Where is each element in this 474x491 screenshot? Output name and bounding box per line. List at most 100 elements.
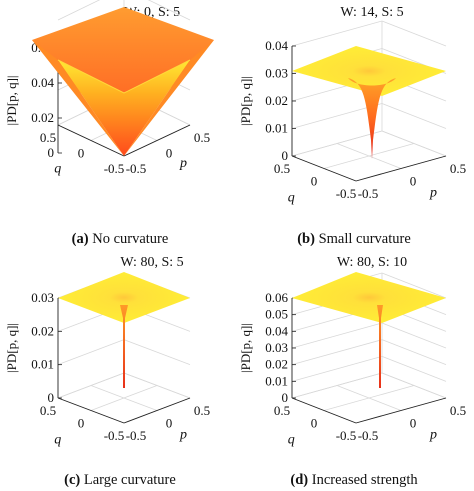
q-tick-label: 0.5 <box>40 130 56 145</box>
q-axis <box>57 124 125 157</box>
p-axis <box>355 397 447 424</box>
z-tick-label: 0 <box>48 390 55 405</box>
p-tick-label: 0 <box>166 146 173 161</box>
q-tick-label: -0.5 <box>104 161 125 176</box>
q-tick-label: -0.5 <box>336 428 357 443</box>
z-tick-label: 0.02 <box>31 323 54 338</box>
grid-line <box>381 103 447 129</box>
q-tick-label: 0 <box>78 146 85 161</box>
z-tick-label: 0.01 <box>31 357 54 372</box>
panel-d-surface-plateau <box>292 272 446 323</box>
q-axis <box>291 397 357 424</box>
q-tick-label: 0 <box>311 174 318 189</box>
panel-b: W: 14, S: 5 00.010.020.030.040.50-0.5 -0.… <box>238 5 466 247</box>
p-tick-label: -0.5 <box>126 161 147 176</box>
p-axis <box>123 397 191 424</box>
z-tick-label: 0.04 <box>265 323 288 338</box>
p-tick-label: 0.5 <box>194 403 210 418</box>
z-tick-label: 0.02 <box>31 110 54 125</box>
p-axis <box>123 124 191 157</box>
grid-line <box>381 339 447 366</box>
z-tick-label: 0.03 <box>265 66 288 81</box>
z-axis-label: |PD[p, q]| <box>238 323 253 373</box>
p-axis <box>355 155 447 182</box>
p-axis-label: p <box>179 427 187 442</box>
grid-line <box>57 0 101 21</box>
z-tick-label: 0.05 <box>265 307 288 322</box>
q-tick-label: 0.5 <box>274 403 290 418</box>
q-tick-label: 0 <box>78 416 85 431</box>
q-tick-label: 0.5 <box>274 161 290 176</box>
panel-c-caption: (c) Large curvature <box>64 472 176 488</box>
z-tick-label: 0 <box>282 148 289 163</box>
panel-d: W: 80, S: 10 0 0.010.02 0.03 0.040.05 0.06 0.… <box>238 255 466 488</box>
p-tick-label: 0 <box>410 174 417 189</box>
panel-a-surface-left-wing <box>32 40 124 156</box>
grid-line <box>123 372 191 399</box>
grid-line <box>381 322 447 349</box>
grid-line <box>291 355 383 382</box>
z-tick-label: 0.03 <box>265 340 288 355</box>
q-tick-label: 0 <box>311 416 318 431</box>
z-axis-label: |PD[p, q]| <box>4 76 19 126</box>
q-axis-label: q <box>288 191 295 206</box>
panel-b-caption: (b) Small curvature <box>297 231 411 247</box>
z-tick-label: 0.01 <box>265 121 288 136</box>
panel-d-caption: (d) Increased strength <box>290 472 418 488</box>
panel-b-title: W: 14, S: 5 <box>340 5 403 20</box>
z-axis-label: |PD[p, q]| <box>238 76 253 126</box>
q-tick-label: -0.5 <box>336 186 357 201</box>
z-tick-label: 0.04 <box>265 38 288 53</box>
grid-line <box>381 272 447 299</box>
p-tick-label: 0.5 <box>194 130 210 145</box>
grid-line <box>147 0 191 21</box>
z-tick-label: 0 <box>48 145 55 160</box>
panel-a-caption: (a) No curvature <box>72 231 169 247</box>
grid-line <box>90 385 158 411</box>
panel-d-title: W: 80, S: 10 <box>337 255 407 270</box>
p-axis-label: p <box>179 156 187 171</box>
panel-c-title: W: 80, S: 5 <box>120 255 183 270</box>
p-tick-label: -0.5 <box>358 428 379 443</box>
panel-b-surface-funnel <box>348 78 396 159</box>
z-tick-label: 0.02 <box>265 93 288 108</box>
grid-line <box>381 20 447 47</box>
panel-a-surface-back <box>32 7 214 140</box>
q-axis-label: q <box>54 433 61 448</box>
grid-line <box>291 339 383 366</box>
q-axis-label: q <box>54 161 61 176</box>
p-tick-label: 0.5 <box>450 161 466 176</box>
z-tick-label: 0.04 <box>31 75 54 90</box>
p-tick-label: -0.5 <box>126 428 147 443</box>
q-tick-label: 0.5 <box>40 403 56 418</box>
panel-d-surface-spike <box>377 305 383 388</box>
q-axis <box>57 397 125 424</box>
p-axis-label: p <box>429 427 437 442</box>
z-tick-label: 0.03 <box>31 290 54 305</box>
panel-c: W: 80, S: 5 00.010.020.030.50-0.5 -0.500.… <box>4 255 210 488</box>
q-axis <box>291 155 357 182</box>
q-axis-label: q <box>288 433 295 448</box>
panel-c-surface-spike <box>120 305 128 388</box>
grid-line <box>123 339 191 366</box>
p-tick-label: 0 <box>166 416 173 431</box>
grid-line <box>291 322 383 349</box>
grid-line <box>381 372 447 399</box>
p-tick-label: -0.5 <box>358 186 379 201</box>
panel-b-surface-plateau <box>292 46 446 96</box>
z-tick-label: 0 <box>282 390 289 405</box>
q-tick-label: -0.5 <box>104 428 125 443</box>
panel-a-surface-right-wing <box>124 40 214 156</box>
z-tick-label: 0.01 <box>265 373 288 388</box>
p-axis-label: p <box>429 185 437 200</box>
grid-line <box>336 143 402 169</box>
grid-line <box>57 339 125 366</box>
grid-line <box>291 20 383 47</box>
grid-line <box>381 355 447 382</box>
z-tick-label: 0.02 <box>265 357 288 372</box>
panel-a-surface-ridge <box>57 59 191 94</box>
grid-line <box>381 130 447 157</box>
z-axis-label: |PD[p, q]| <box>4 323 19 373</box>
p-tick-label: 0 <box>410 416 417 431</box>
